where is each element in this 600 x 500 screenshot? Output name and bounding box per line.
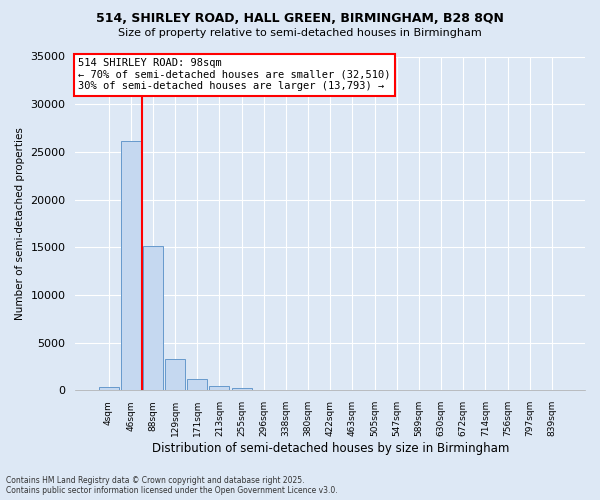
Bar: [98, 387, 119, 390]
Bar: [143, 246, 163, 390]
Text: 514, SHIRLEY ROAD, HALL GREEN, BIRMINGHAM, B28 8QN: 514, SHIRLEY ROAD, HALL GREEN, BIRMINGHA…: [96, 12, 504, 26]
Bar: [165, 360, 185, 390]
Text: 514 SHIRLEY ROAD: 98sqm
← 70% of semi-detached houses are smaller (32,510)
30% o: 514 SHIRLEY ROAD: 98sqm ← 70% of semi-de…: [78, 58, 391, 92]
Bar: [232, 388, 251, 390]
Text: Contains HM Land Registry data © Crown copyright and database right 2025.
Contai: Contains HM Land Registry data © Crown c…: [6, 476, 338, 495]
X-axis label: Distribution of semi-detached houses by size in Birmingham: Distribution of semi-detached houses by …: [152, 442, 509, 455]
Bar: [209, 386, 229, 390]
Bar: [187, 379, 207, 390]
Bar: [121, 142, 140, 390]
Text: Size of property relative to semi-detached houses in Birmingham: Size of property relative to semi-detach…: [118, 28, 482, 38]
Y-axis label: Number of semi-detached properties: Number of semi-detached properties: [15, 127, 25, 320]
